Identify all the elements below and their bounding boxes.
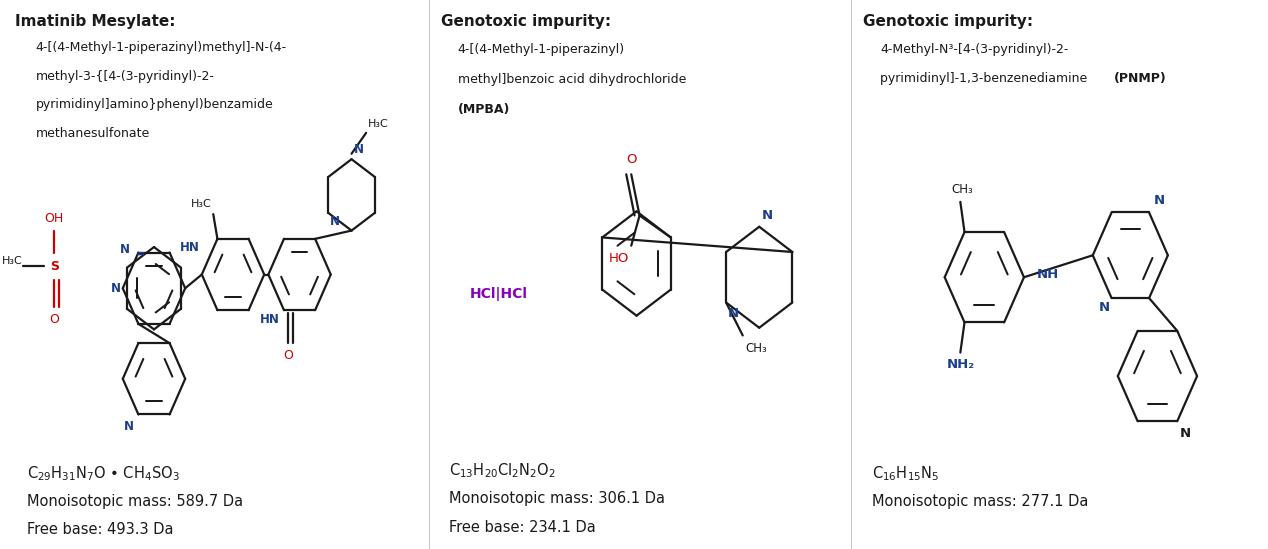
Text: O: O: [626, 153, 637, 166]
Text: H₃C: H₃C: [368, 119, 389, 129]
Text: pyrimidinyl]amino}phenyl)benzamide: pyrimidinyl]amino}phenyl)benzamide: [36, 98, 273, 111]
Text: H₃C: H₃C: [3, 256, 23, 266]
Text: HO: HO: [609, 253, 629, 265]
Text: (PNMP): (PNMP): [1113, 72, 1167, 86]
Text: H₃C: H₃C: [190, 199, 212, 209]
Text: (MPBA): (MPBA): [458, 103, 510, 116]
Text: Genotoxic impurity:: Genotoxic impurity:: [864, 14, 1033, 29]
Text: CH₃: CH₃: [746, 342, 767, 355]
Text: N: N: [354, 143, 364, 156]
Text: CH₃: CH₃: [951, 183, 974, 197]
Text: 4-[(4-Methyl-1-piperazinyl): 4-[(4-Methyl-1-piperazinyl): [458, 43, 625, 57]
Text: N: N: [1098, 301, 1110, 314]
Text: HN: HN: [180, 240, 200, 254]
Text: HCl|HCl: HCl|HCl: [470, 287, 529, 301]
Text: O: O: [283, 349, 293, 362]
Text: C$_{29}$H$_{31}$N$_{7}$O • CH$_{4}$SO$_{3}$: C$_{29}$H$_{31}$N$_{7}$O • CH$_{4}$SO$_{…: [27, 464, 180, 483]
Text: methyl]benzoic acid dihydrochloride: methyl]benzoic acid dihydrochloride: [458, 73, 686, 86]
Text: Genotoxic impurity:: Genotoxic impurity:: [441, 14, 611, 29]
Text: Free base: 493.3 Da: Free base: 493.3 Da: [27, 522, 174, 536]
Text: pyrimidinyl]-1,3-benzenediamine: pyrimidinyl]-1,3-benzenediamine: [880, 72, 1092, 86]
Text: HN: HN: [260, 313, 280, 326]
Text: Free base: 234.1 Da: Free base: 234.1 Da: [449, 520, 596, 535]
Text: NH: NH: [1036, 268, 1059, 281]
Text: N: N: [124, 420, 134, 433]
Text: N: N: [120, 243, 131, 256]
Text: OH: OH: [44, 212, 63, 225]
Text: N: N: [110, 282, 120, 295]
Text: Monoisotopic mass: 277.1 Da: Monoisotopic mass: 277.1 Da: [871, 494, 1088, 509]
Text: N: N: [761, 209, 772, 222]
Text: C$_{13}$H$_{20}$Cl$_{2}$N$_{2}$O$_{2}$: C$_{13}$H$_{20}$Cl$_{2}$N$_{2}$O$_{2}$: [449, 461, 557, 480]
Text: NH₂: NH₂: [946, 358, 974, 371]
Text: Monoisotopic mass: 589.7 Da: Monoisotopic mass: 589.7 Da: [27, 494, 243, 509]
Text: Monoisotopic mass: 306.1 Da: Monoisotopic mass: 306.1 Da: [449, 491, 666, 506]
Text: N: N: [330, 215, 340, 228]
Text: N: N: [1179, 427, 1191, 440]
Text: S: S: [49, 260, 58, 273]
Text: N: N: [1154, 194, 1164, 207]
Text: 4-[(4-Methyl-1-piperazinyl)methyl]-N-(4-: 4-[(4-Methyl-1-piperazinyl)methyl]-N-(4-: [36, 41, 287, 54]
Text: C$_{16}$H$_{15}$N$_{5}$: C$_{16}$H$_{15}$N$_{5}$: [871, 464, 938, 483]
Text: Imatinib Mesylate:: Imatinib Mesylate:: [15, 14, 175, 29]
Text: methanesulfonate: methanesulfonate: [36, 127, 150, 140]
Text: 4-Methyl-N³-[4-(3-pyridinyl)-2-: 4-Methyl-N³-[4-(3-pyridinyl)-2-: [880, 43, 1069, 57]
Text: =: =: [137, 249, 146, 259]
Text: N: N: [728, 307, 739, 320]
Text: O: O: [49, 313, 60, 326]
Text: methyl-3-{[4-(3-pyridinyl)-2-: methyl-3-{[4-(3-pyridinyl)-2-: [36, 70, 214, 83]
